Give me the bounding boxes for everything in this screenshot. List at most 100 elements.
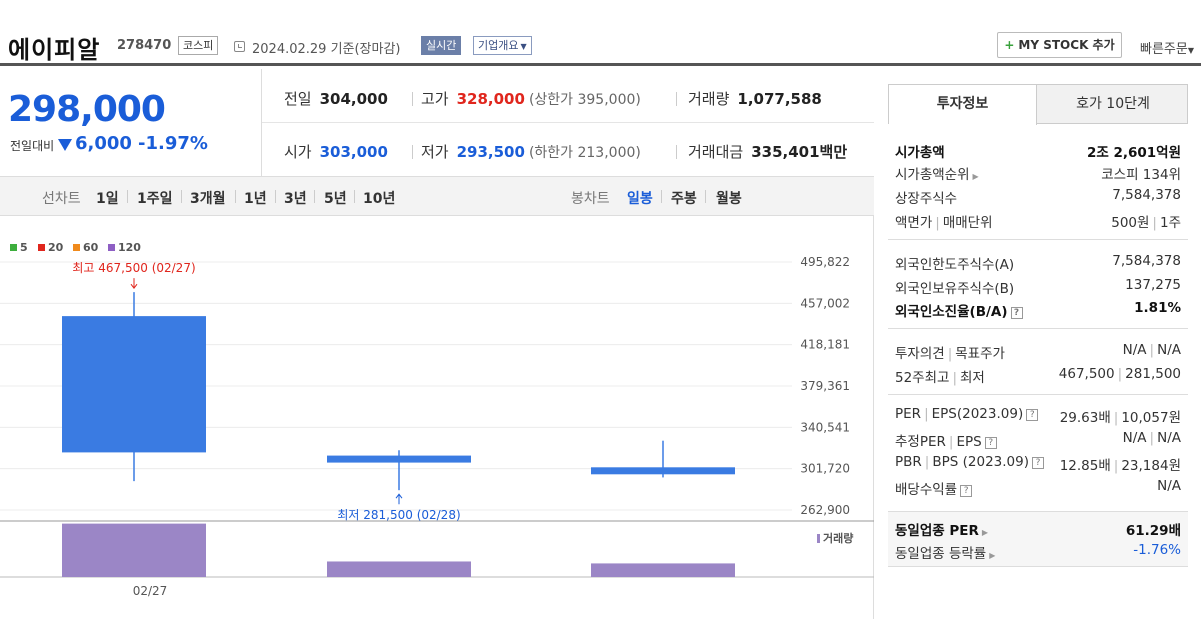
- help-icon[interactable]: ?: [1026, 409, 1039, 421]
- period-1w[interactable]: 1주일: [137, 191, 173, 207]
- info-row-par-value: 액면가 | 매매단위 500원 | 1주: [895, 209, 1181, 231]
- quick-order-dropdown[interactable]: 빠른주문▼: [1140, 38, 1194, 57]
- value-separator: |: [947, 346, 953, 362]
- info-label: 매매단위: [942, 215, 993, 231]
- stock-name: 에이피알: [8, 36, 101, 64]
- info-label: 52주최고: [895, 370, 950, 386]
- info-value: 137,275: [1125, 277, 1181, 293]
- info-value-pair: N/A | N/A: [1123, 342, 1181, 358]
- period-5y[interactable]: 5년: [324, 191, 347, 207]
- candle-chart-label: 봉차트: [571, 191, 610, 207]
- stat-label: 거래량: [688, 90, 730, 108]
- candle-daily[interactable]: 일봉: [627, 191, 653, 207]
- legend-swatch: [10, 244, 17, 251]
- info-value: 29.63배: [1059, 410, 1111, 426]
- info-row-foreign-holding: 외국인보유주식수(B) 137,275: [895, 275, 1181, 297]
- info-row-sector-change: 동일업종 등락률 ▶ -1.76%: [895, 540, 1181, 562]
- y-tick-label: 262,900: [800, 503, 850, 517]
- info-value: 1.81%: [1134, 300, 1181, 316]
- investment-info-panel: 투자정보 호가 10단계 시가총액 2조 2,601억원 시가총액순위 ▶ 코스피…: [888, 84, 1188, 614]
- info-label: 외국인소진율(B/A): [895, 304, 1008, 320]
- date-text: 2024.02.29 기준(장마감): [252, 42, 401, 57]
- info-label-wrap: 외국인소진율(B/A)?: [895, 300, 1023, 320]
- stat-label: 시가: [284, 143, 312, 161]
- help-icon[interactable]: ?: [1010, 307, 1023, 319]
- chevron-right-icon: ▶: [989, 551, 996, 560]
- tab-order-book[interactable]: 호가 10단계: [1076, 96, 1150, 112]
- stat-separator: [412, 92, 413, 106]
- stat-unit: 백만: [819, 143, 848, 161]
- value-separator: |: [1113, 458, 1119, 474]
- period-3m[interactable]: 3개월: [190, 191, 226, 207]
- info-value: N/A: [1157, 430, 1181, 446]
- info-value-pair: 467,500 | 281,500: [1059, 366, 1181, 382]
- period-1d[interactable]: 1일: [96, 191, 119, 207]
- chart-period-bar: 선차트 1일 1주일 3개월 1년 3년 5년 10년 봉차트 일봉 주봉 월봉: [0, 177, 874, 216]
- y-tick-label: 418,181: [800, 338, 850, 352]
- info-row-52week: 52주최고 | 최저 467,500 | 281,500: [895, 364, 1181, 386]
- info-value: 10,057원: [1121, 410, 1181, 426]
- info-row-est-per: 추정PER | EPS? N/A | N/A: [895, 428, 1181, 450]
- info-value: 12.85배: [1059, 458, 1111, 474]
- add-my-stock-label: MY STOCK 추가: [1018, 38, 1115, 52]
- quick-order-label: 빠른주문: [1140, 42, 1188, 57]
- tab-investment-info[interactable]: 투자정보: [889, 85, 1037, 125]
- value-separator: |: [1113, 410, 1119, 426]
- period-1y[interactable]: 1년: [244, 191, 267, 207]
- legend-label: 60: [83, 241, 99, 254]
- info-row-dividend: 배당수익률? N/A: [895, 476, 1181, 498]
- stat-open: 시가 303,000: [284, 141, 388, 162]
- info-value-pair: 500원 | 1주: [1111, 211, 1181, 231]
- legend-label: 20: [48, 241, 64, 254]
- period-3y[interactable]: 3년: [284, 191, 307, 207]
- chevron-right-icon: ▶: [972, 172, 979, 181]
- info-value: 코스피 134위: [1101, 167, 1181, 183]
- candle-monthly[interactable]: 월봉: [716, 191, 742, 207]
- info-value: 23,184원: [1121, 458, 1181, 474]
- info-value: 7,584,378: [1112, 187, 1181, 203]
- plus-icon: +: [1004, 38, 1015, 52]
- stat-separator: [412, 145, 413, 159]
- value-separator: |: [1152, 215, 1157, 231]
- candle-weekly[interactable]: 주봉: [671, 191, 697, 207]
- realtime-button[interactable]: 실시간: [421, 36, 462, 55]
- info-value: 467,500: [1058, 366, 1115, 382]
- help-icon[interactable]: ?: [984, 437, 997, 449]
- volume-bar: [327, 561, 471, 577]
- company-overview-dropdown[interactable]: 기업개요 ▼: [473, 36, 532, 55]
- info-row-foreign-exhaustion: 외국인소진율(B/A)? 1.81%: [895, 298, 1181, 320]
- stat-label: 고가: [421, 90, 449, 108]
- info-value: N/A: [1122, 430, 1147, 446]
- stat-value: 1,077,588: [737, 90, 822, 108]
- info-value: 500원: [1111, 215, 1150, 231]
- y-tick-label: 301,720: [800, 462, 850, 476]
- value-separator: |: [935, 215, 940, 231]
- info-label-pair: 액면가 | 매매단위: [895, 211, 993, 231]
- info-row-market-cap-rank: 시가총액순위 ▶ 코스피 134위: [895, 161, 1181, 183]
- period-10y[interactable]: 10년: [363, 191, 396, 207]
- info-value: 281,500: [1125, 366, 1181, 382]
- info-label: 외국인보유주식수(B): [895, 281, 1015, 297]
- stat-separator: [676, 145, 677, 159]
- info-value: 2조 2,601억원: [1086, 145, 1181, 161]
- stat-value: 303,000: [319, 143, 388, 161]
- add-my-stock-button[interactable]: + MY STOCK 추가: [997, 32, 1122, 58]
- info-row-pbr-bps: PBR | BPS (2023.09)? 12.85배 | 23,184원: [895, 452, 1181, 474]
- period-separator: [275, 190, 276, 203]
- info-value: -1.76%: [1133, 542, 1181, 558]
- info-row-sector-per: 동일업종 PER ▶ 61.29배: [895, 517, 1181, 539]
- stat-sub: (상한가 395,000): [528, 92, 641, 108]
- info-label-link[interactable]: 동일업종 등락률 ▶: [895, 542, 995, 562]
- y-tick-label: 379,361: [800, 379, 850, 393]
- info-label-link[interactable]: 시가총액순위 ▶: [895, 163, 979, 183]
- stat-low: 저가 293,500 (하한가 213,000): [421, 141, 641, 162]
- info-label-pair: PER | EPS(2023.09)?: [895, 406, 1039, 422]
- stat-sub: (하한가 213,000): [528, 145, 641, 161]
- change-label: 전일대비: [10, 139, 55, 153]
- volume-bar: [591, 563, 735, 577]
- help-icon[interactable]: ?: [960, 485, 973, 497]
- info-label-link[interactable]: 동일업종 PER ▶: [895, 519, 988, 539]
- info-value: 1주: [1159, 215, 1181, 231]
- change-value: 6,000: [75, 133, 132, 154]
- help-icon[interactable]: ?: [1031, 457, 1044, 469]
